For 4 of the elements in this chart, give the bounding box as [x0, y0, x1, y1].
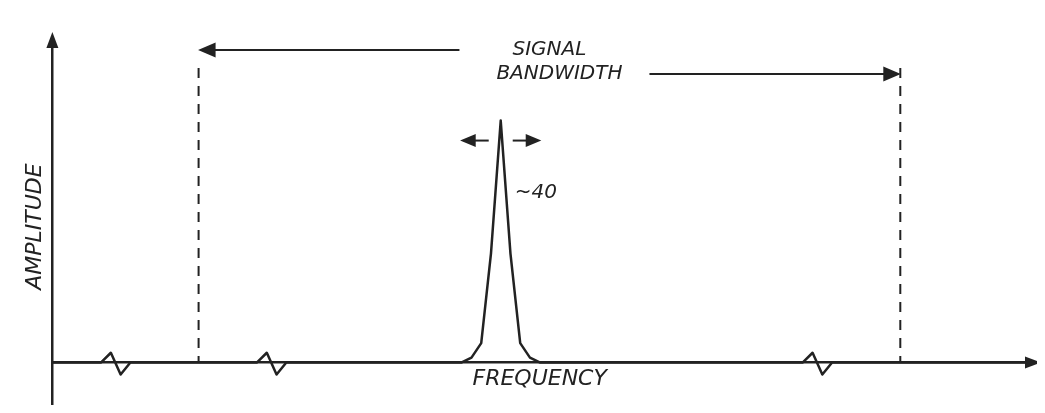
- text: SIGNAL BANDWIDTH: [496, 36, 623, 85]
- annotation: ~40: [514, 179, 557, 204]
- y-axis-title: AMPLITUDE: [20, 163, 46, 292]
- x-axis-title: FREQUENCY: [472, 365, 609, 391]
